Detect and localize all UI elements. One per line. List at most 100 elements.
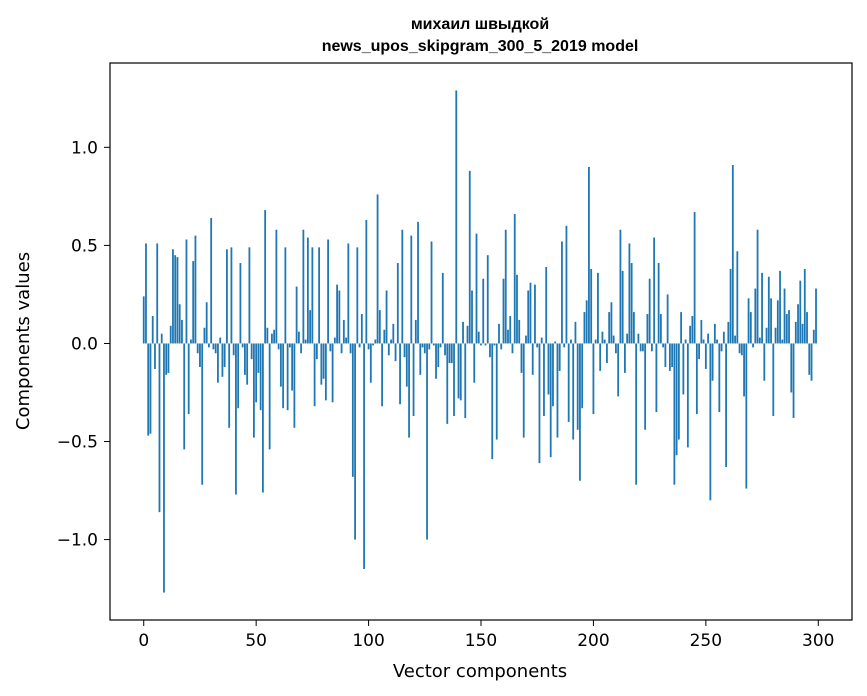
bar bbox=[306, 237, 309, 344]
bar bbox=[761, 272, 763, 344]
bar bbox=[722, 331, 725, 344]
bar bbox=[142, 296, 145, 344]
bar bbox=[756, 229, 759, 344]
bar bbox=[462, 321, 464, 344]
bar bbox=[554, 341, 557, 344]
bar bbox=[628, 243, 631, 344]
bar bbox=[167, 343, 170, 373]
bar bbox=[677, 343, 680, 440]
bar bbox=[702, 339, 705, 344]
bar bbox=[763, 343, 766, 381]
bar bbox=[594, 339, 597, 344]
bar bbox=[522, 343, 525, 438]
bar bbox=[392, 323, 395, 344]
x-tick-label: 50 bbox=[245, 631, 267, 651]
bar bbox=[495, 343, 498, 440]
y-tick-label: −0.5 bbox=[57, 433, 98, 453]
x-tick-label: 0 bbox=[138, 631, 149, 651]
bar bbox=[266, 327, 269, 344]
bar bbox=[633, 312, 635, 344]
bar bbox=[704, 343, 707, 369]
bar bbox=[552, 343, 554, 407]
bar bbox=[695, 343, 698, 415]
bar bbox=[342, 319, 345, 344]
bar bbox=[309, 310, 312, 344]
bar bbox=[327, 239, 329, 344]
bar bbox=[262, 343, 264, 493]
bar bbox=[585, 300, 588, 344]
bar bbox=[464, 343, 467, 418]
bar bbox=[374, 339, 377, 344]
bar bbox=[509, 316, 512, 344]
bar bbox=[486, 255, 489, 344]
bar bbox=[190, 339, 192, 344]
bar bbox=[405, 343, 408, 387]
bar bbox=[538, 343, 541, 464]
bar bbox=[259, 343, 262, 411]
bar bbox=[165, 343, 168, 375]
bar bbox=[253, 343, 255, 438]
bar bbox=[779, 270, 781, 344]
bar bbox=[356, 247, 359, 344]
bar bbox=[648, 278, 651, 344]
bar bbox=[257, 343, 260, 373]
bar bbox=[241, 343, 244, 348]
bar bbox=[558, 343, 561, 371]
bar bbox=[340, 343, 343, 354]
bar bbox=[565, 225, 568, 344]
bar bbox=[333, 337, 336, 344]
bar bbox=[731, 164, 734, 344]
bar bbox=[315, 343, 318, 360]
bar bbox=[244, 343, 246, 375]
bar bbox=[311, 247, 314, 344]
bar bbox=[214, 343, 217, 354]
y-tick-label: 0.0 bbox=[71, 334, 98, 354]
bar bbox=[639, 343, 642, 352]
bar bbox=[210, 217, 213, 344]
bar bbox=[169, 325, 172, 344]
bar bbox=[657, 263, 660, 344]
bar bbox=[808, 343, 811, 375]
bar bbox=[799, 280, 802, 344]
bar bbox=[572, 343, 575, 440]
bar bbox=[158, 343, 161, 513]
bar bbox=[196, 343, 199, 354]
bar bbox=[662, 343, 665, 348]
bar bbox=[300, 343, 303, 354]
bar bbox=[736, 251, 739, 344]
x-tick-label: 150 bbox=[465, 631, 497, 651]
bars-group bbox=[142, 90, 817, 593]
bar bbox=[203, 327, 206, 344]
bar bbox=[235, 343, 237, 495]
bar bbox=[788, 310, 790, 344]
bar bbox=[624, 343, 626, 373]
bar bbox=[223, 343, 226, 367]
bar bbox=[707, 333, 709, 344]
bar bbox=[666, 294, 669, 344]
bar bbox=[776, 300, 779, 344]
bar bbox=[720, 343, 723, 352]
bar bbox=[601, 331, 604, 344]
bar bbox=[302, 229, 305, 344]
bar bbox=[217, 343, 219, 383]
bar bbox=[457, 343, 460, 399]
bar bbox=[435, 343, 437, 379]
bar bbox=[320, 343, 323, 385]
bar bbox=[489, 343, 491, 358]
bar bbox=[459, 343, 462, 401]
bar bbox=[725, 343, 727, 468]
bar bbox=[650, 343, 653, 352]
bar bbox=[617, 343, 620, 397]
bar bbox=[653, 237, 656, 344]
bar bbox=[286, 343, 289, 411]
bar bbox=[785, 314, 788, 344]
bar bbox=[237, 343, 240, 409]
chart-title-line-2: news_upos_skipgram_300_5_2019 model bbox=[322, 38, 639, 55]
bar bbox=[156, 243, 159, 344]
bar bbox=[273, 329, 276, 344]
bar bbox=[740, 343, 743, 356]
x-tick-label: 200 bbox=[577, 631, 609, 651]
bar bbox=[612, 335, 615, 344]
bar bbox=[684, 339, 687, 344]
bar bbox=[520, 343, 523, 373]
